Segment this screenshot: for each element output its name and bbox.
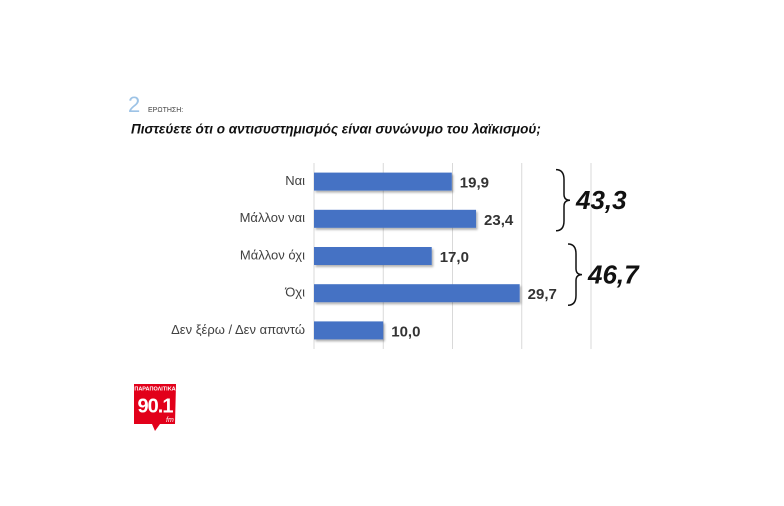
bar [314,284,520,303]
category-label: Μάλλον όχι [240,247,305,262]
category-label: Ναι [285,173,305,188]
question-label: ΕΡΩΤΗΣΗ: [148,107,183,114]
value-label: 17,0 [440,249,469,266]
chart-title: Πιστεύετε ότι ο αντισυστημισμός είναι συ… [131,122,541,137]
logo-shape [134,384,176,431]
bar [314,172,452,191]
brace [567,243,583,306]
logo-band: fm [166,417,174,424]
value-label: 10,0 [391,323,420,340]
question-number: 2 [128,92,140,117]
bar [314,209,477,228]
logo-top: ΠΑΡΑΠΟΛΙΤΙΚΑ [134,386,175,392]
bar [314,321,384,340]
brace [555,168,571,232]
category-label: Όχι [284,285,305,300]
group-total: 46,7 [587,259,640,289]
group-total: 43,3 [575,185,627,215]
value-label: 19,9 [460,175,489,192]
value-label: 29,7 [528,286,557,303]
category-label: Δεν ξέρω / Δεν απαντώ [171,322,305,337]
logo: ΠΑΡΑΠΟΛΙΤΙΚΑ 90.1 fm [134,384,176,431]
logo-frequency: 90.1 [138,395,174,417]
value-label: 23,4 [484,212,514,229]
bar [314,247,432,265]
category-label: Μάλλον ναι [240,210,306,225]
